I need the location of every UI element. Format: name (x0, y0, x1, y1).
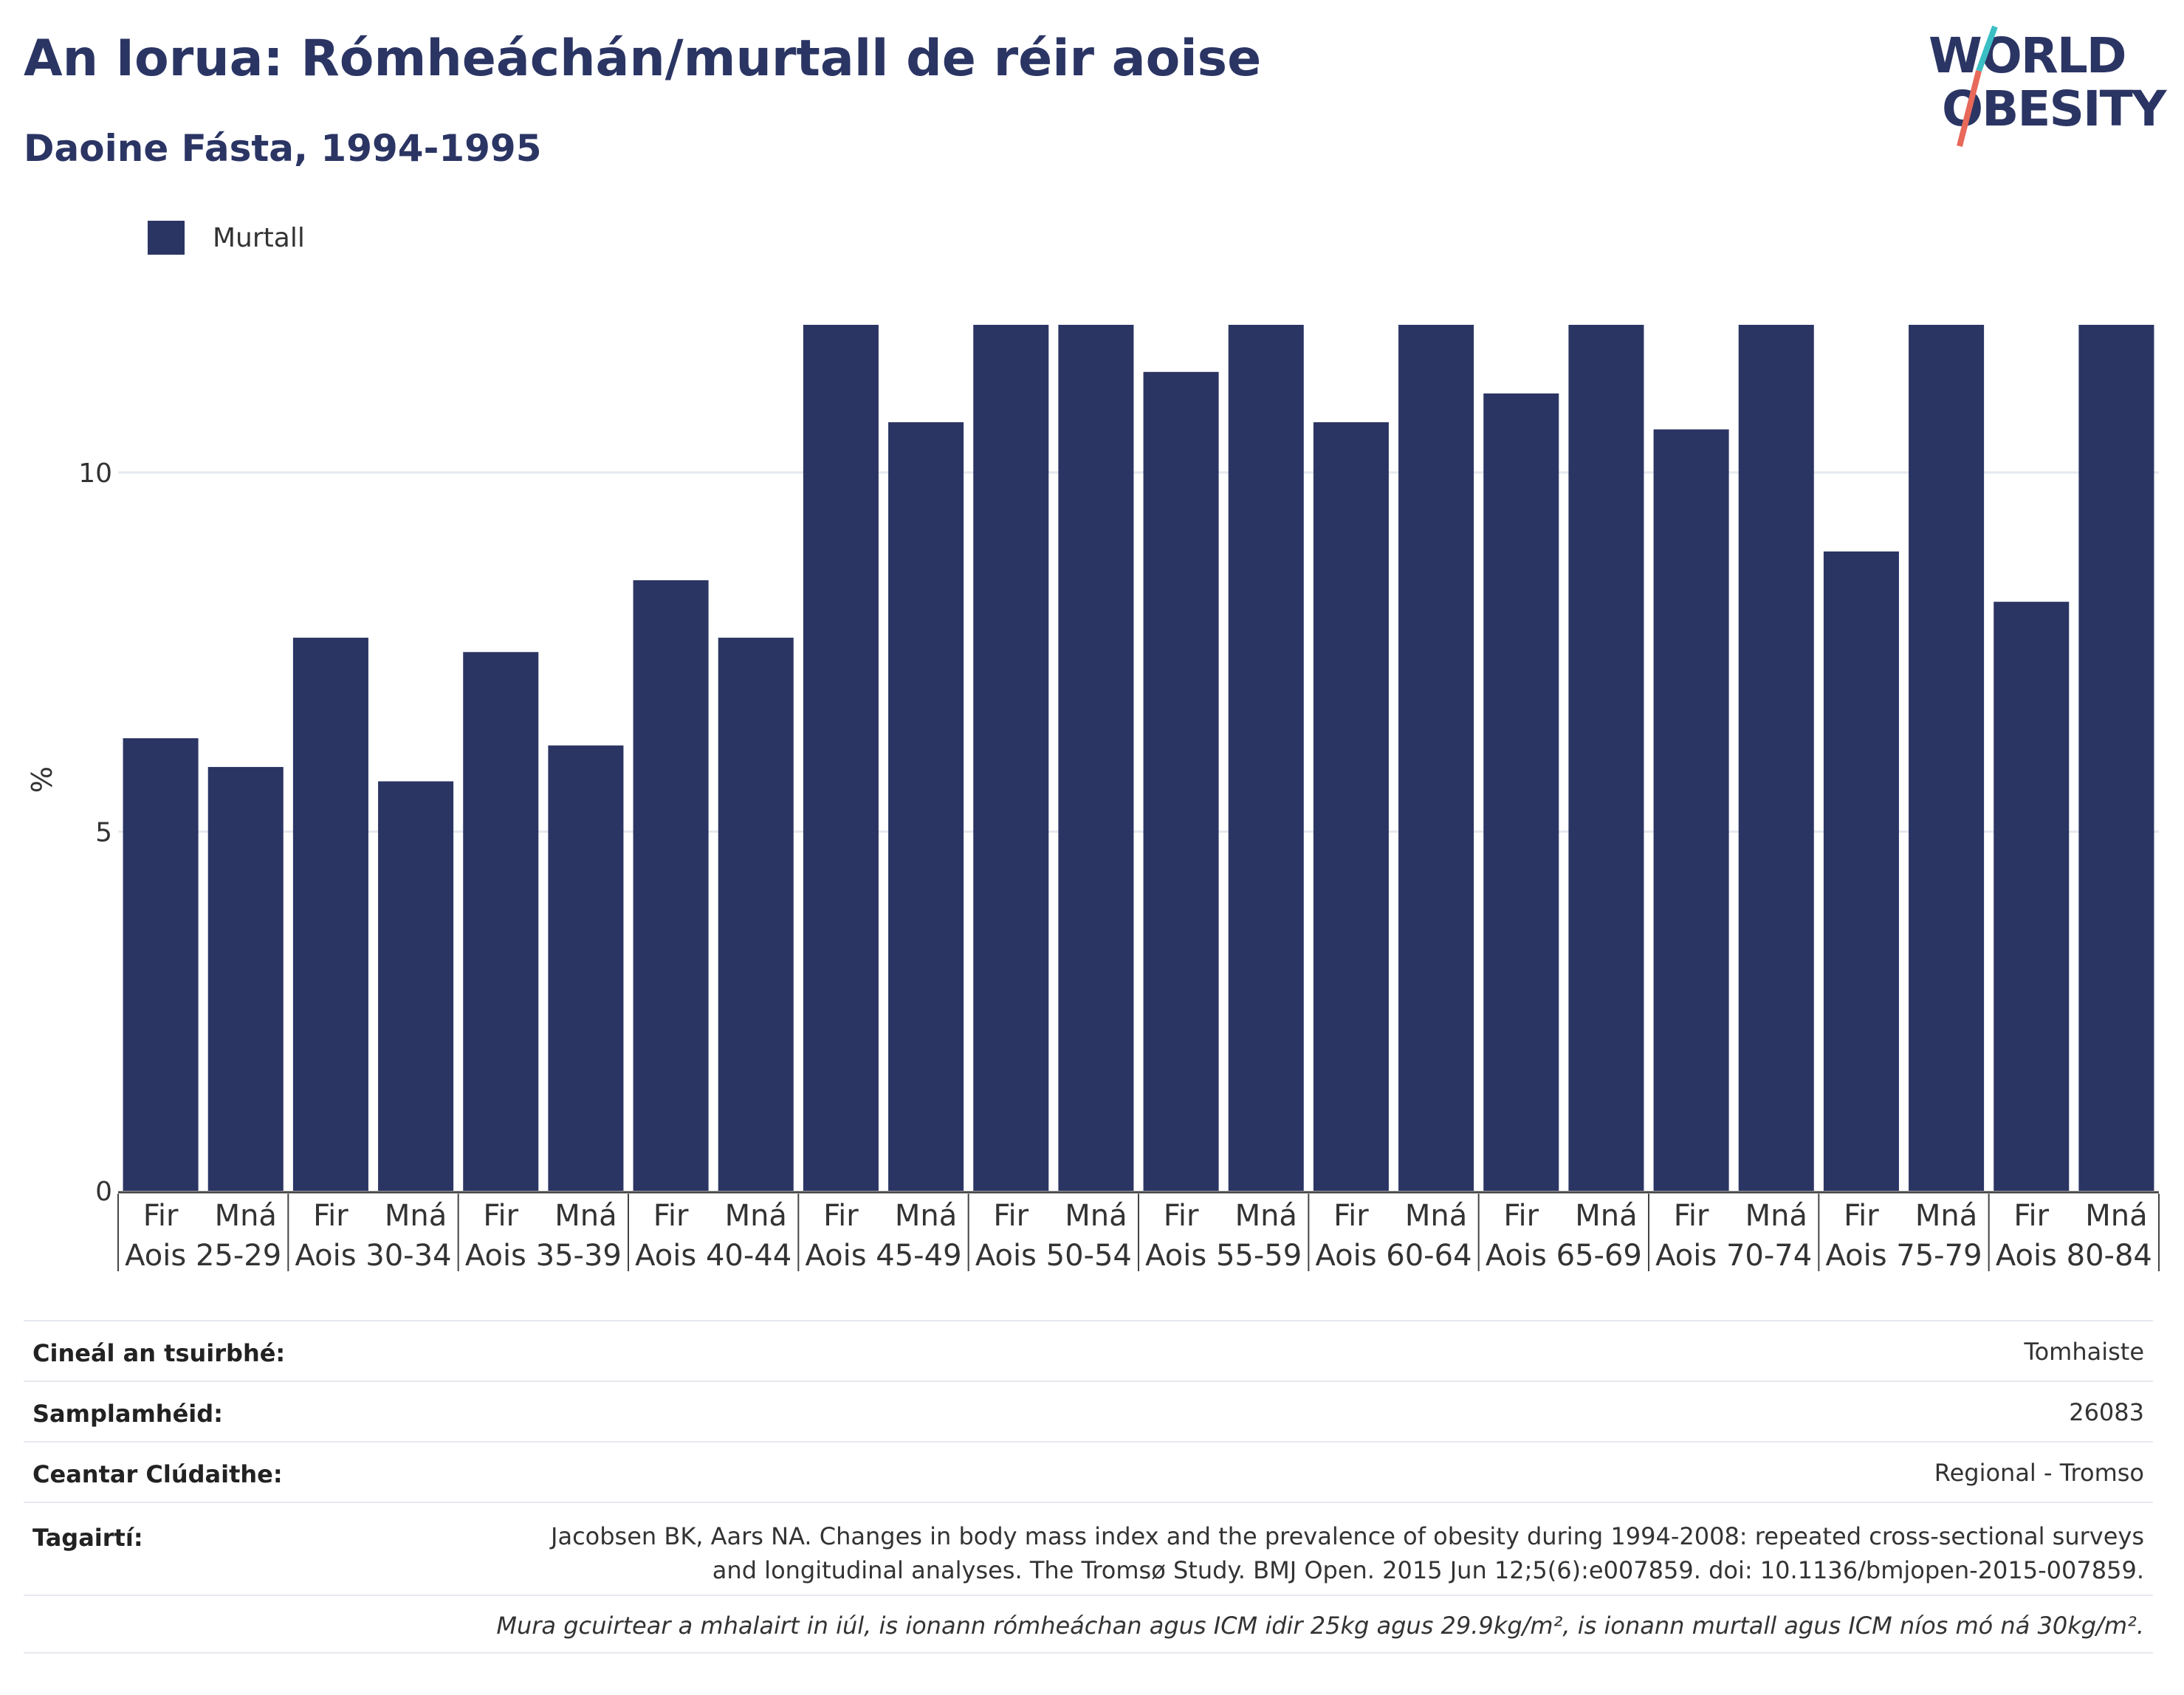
logo-text-obesity: OBESITY (1942, 80, 2168, 137)
x-group-label: Aois 35-39 (465, 1239, 622, 1273)
x-tick-label-sex: Mná (1405, 1199, 1467, 1233)
bar (888, 422, 964, 1191)
x-group-label: Aois 30-34 (295, 1239, 451, 1273)
x-tick-label-sex: Fir (1844, 1199, 1879, 1233)
info-row-area-covered: Ceantar Clúdaithe: Regional - Tromso (24, 1441, 2153, 1503)
world-obesity-logo: WORLD OBESITY (1929, 25, 2169, 147)
x-group-label: Aois 70-74 (1655, 1239, 1812, 1273)
x-tick-label-sex: Mná (1065, 1199, 1127, 1233)
info-row-survey-type: Cineál an tsuirbhé: Tomhaiste (24, 1320, 2153, 1382)
info-value-survey-type: Tomhaiste (2024, 1338, 2144, 1366)
bar (1228, 325, 1304, 1192)
bar (1994, 602, 2070, 1191)
bars (123, 325, 2154, 1192)
x-group-label: Aois 65-69 (1486, 1239, 1642, 1273)
bar (1823, 551, 1899, 1191)
legend: Murtall (148, 219, 305, 257)
bar (378, 781, 454, 1191)
x-tick-label-sex: Mná (1235, 1199, 1297, 1233)
definition-note: Mura gcuirtear a mhalairt in iúl, is ion… (496, 1612, 2144, 1640)
bar (548, 745, 624, 1191)
x-tick-label-sex: Mná (1915, 1199, 1977, 1233)
bar (718, 637, 794, 1191)
chart-title: An Iorua: Rómheáchán/murtall de réir aoi… (24, 30, 1262, 88)
x-tick-label-sex: Fir (1503, 1199, 1539, 1233)
info-value-references: Jacobsen BK, Aars NA. Changes in body ma… (551, 1519, 2144, 1587)
bar (207, 766, 284, 1191)
bar (292, 637, 368, 1191)
x-group-label: Aois 55-59 (1145, 1239, 1302, 1273)
x-tick-label-sex: Mná (1575, 1199, 1637, 1233)
x-group-label: Aois 25-29 (125, 1239, 281, 1273)
gridlines (118, 471, 2159, 833)
x-group-label: Aois 60-64 (1315, 1239, 1472, 1273)
info-table-bottom-border (24, 1652, 2153, 1654)
bar (803, 325, 879, 1192)
legend-swatch[interactable] (148, 221, 185, 255)
bar (1058, 325, 1134, 1191)
bar (1143, 371, 1219, 1191)
logo-slash-bottom-icon (1957, 70, 1982, 147)
reference-line-2: and longitudinal analyses. The Tromsø St… (712, 1556, 2144, 1584)
info-value-sample-size: 26083 (2069, 1398, 2144, 1426)
x-tick-label-sex: Mná (215, 1199, 277, 1233)
info-value-area-covered: Regional - Tromso (1934, 1459, 2144, 1487)
x-tick-label-sex: Fir (2013, 1199, 2049, 1233)
logo-text-world: WORLD (1929, 27, 2126, 84)
bar (1909, 325, 1985, 1191)
x-tick-label-sex: Mná (385, 1199, 447, 1233)
bar-chart: 05101520%FirMnáFirMnáFirMnáFirMnáFirMnáF… (26, 325, 2160, 1273)
x-group-label: Aois 50-54 (975, 1239, 1132, 1273)
info-row-note (24, 1595, 2153, 1654)
legend-label: Murtall (213, 222, 305, 253)
bar (1483, 393, 1559, 1191)
x-tick-label-sex: Fir (1333, 1199, 1369, 1233)
bar (1653, 429, 1729, 1191)
info-row-sample-size: Samplamhéid: 26083 (24, 1381, 2153, 1443)
bar (2078, 325, 2154, 1192)
y-tick-label: 5 (95, 818, 112, 848)
info-label-sample-size: Samplamhéid: (32, 1400, 223, 1428)
x-tick-label-sex: Fir (1674, 1199, 1709, 1233)
x-group-label: Aois 75-79 (1825, 1239, 1982, 1273)
bar (1568, 325, 1644, 1191)
x-tick-label-sex: Fir (313, 1199, 348, 1233)
x-group-label: Aois 40-44 (635, 1239, 791, 1273)
x-tick-label-sex: Fir (1164, 1199, 1199, 1233)
info-row-references: Tagairtí: Jacobsen BK, Aars NA. Changes … (24, 1502, 2153, 1596)
bar (463, 652, 539, 1191)
logo-slash-top-icon (1976, 25, 1998, 72)
info-label-area-covered: Ceantar Clúdaithe: (32, 1460, 283, 1488)
bar (1313, 422, 1389, 1191)
x-tick-label-sex: Mná (2085, 1199, 2147, 1233)
x-tick-label-sex: Mná (895, 1199, 957, 1233)
x-tick-label-sex: Fir (993, 1199, 1029, 1233)
bar (633, 580, 709, 1191)
x-tick-label-sex: Mná (725, 1199, 787, 1233)
x-group-label: Aois 45-49 (805, 1239, 961, 1273)
chart-subtitle: Daoine Fásta, 1994-1995 (24, 127, 542, 170)
bar (1398, 325, 1474, 1192)
bar (1738, 325, 1814, 1192)
y-tick-label: 0 (95, 1177, 112, 1207)
x-tick-label-sex: Fir (483, 1199, 518, 1233)
reference-line-1: Jacobsen BK, Aars NA. Changes in body ma… (551, 1522, 2144, 1550)
y-tick-label: 10 (78, 458, 112, 489)
y-axis-title: % (26, 766, 58, 793)
info-label-references: Tagairtí: (32, 1524, 143, 1552)
x-group-label: Aois 80-84 (1996, 1239, 2152, 1273)
axes: 05101520%FirMnáFirMnáFirMnáFirMnáFirMnáF… (26, 458, 2160, 1273)
x-tick-label-sex: Mná (1745, 1199, 1807, 1233)
x-tick-label-sex: Fir (143, 1199, 179, 1233)
bar (973, 325, 1049, 1191)
bar (123, 738, 199, 1191)
x-tick-label-sex: Fir (653, 1199, 689, 1233)
x-tick-label-sex: Mná (554, 1199, 617, 1233)
x-tick-label-sex: Fir (823, 1199, 859, 1233)
info-label-survey-type: Cineál an tsuirbhé: (32, 1339, 286, 1367)
